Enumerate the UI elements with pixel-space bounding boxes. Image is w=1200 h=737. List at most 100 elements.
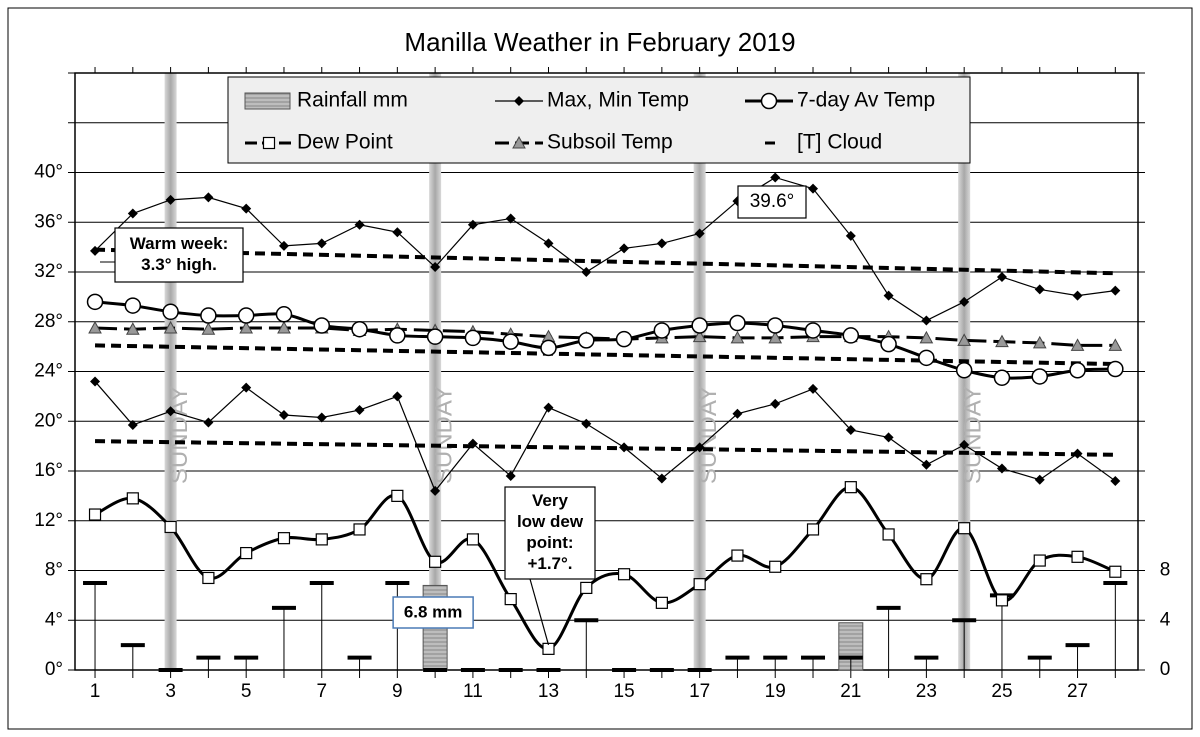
annotation-text: point: — [526, 533, 573, 552]
marker — [540, 339, 557, 357]
marker — [1072, 448, 1083, 459]
marker — [90, 376, 101, 387]
marker — [505, 213, 516, 224]
legend-label: 7-day Av Temp — [797, 89, 935, 112]
marker — [391, 489, 404, 502]
marker — [732, 408, 743, 419]
marker — [429, 555, 442, 568]
marker — [921, 459, 932, 470]
marker — [200, 307, 217, 324]
marker — [1033, 554, 1046, 567]
marker — [619, 442, 630, 453]
marker — [504, 593, 517, 606]
marker — [275, 306, 293, 323]
sunday-label: SUNDAY — [695, 386, 722, 484]
marker — [691, 317, 708, 334]
sunday-label: SUNDAY — [430, 386, 457, 484]
marker — [955, 362, 973, 379]
marker — [995, 594, 1009, 607]
legend-label: Rainfall mm — [297, 89, 408, 112]
marker — [164, 520, 177, 534]
annotation-box — [504, 486, 596, 580]
marker — [918, 349, 935, 367]
marker — [655, 596, 668, 609]
marker — [769, 560, 782, 573]
marker — [316, 238, 327, 249]
x-tick-label: 9 — [392, 681, 403, 702]
x-tick-label: 5 — [241, 681, 252, 702]
sunday-band — [429, 73, 442, 670]
marker — [957, 333, 972, 346]
sunday-band — [693, 73, 706, 670]
y-tick-label: 24° — [34, 361, 63, 382]
chart-title: Manilla Weather in February 2019 — [404, 27, 795, 57]
marker — [124, 297, 142, 314]
marker — [316, 412, 327, 423]
dew-line — [94, 485, 1116, 651]
marker — [919, 330, 934, 344]
marker — [844, 481, 857, 494]
marker — [88, 320, 102, 334]
marker — [656, 238, 667, 249]
marker — [464, 329, 482, 347]
marker — [1071, 550, 1084, 563]
marker — [1034, 474, 1045, 485]
x-tick-label: 7 — [316, 681, 327, 702]
legend-marker — [262, 136, 276, 150]
marker — [466, 533, 480, 546]
legend-label: Subsoil Temp — [547, 131, 673, 154]
marker — [959, 439, 970, 450]
avg-line — [94, 300, 1116, 380]
y-tick-label: 4° — [45, 609, 63, 630]
marker — [127, 419, 138, 430]
marker — [958, 522, 971, 535]
marker — [883, 432, 894, 443]
marker — [770, 398, 781, 409]
x-tick-label: 27 — [1067, 681, 1088, 702]
x-tick-label: 19 — [765, 681, 786, 702]
marker — [203, 417, 214, 428]
marker — [1031, 368, 1048, 385]
x-tick-label: 25 — [991, 681, 1012, 702]
marker — [126, 492, 139, 505]
marker — [239, 320, 254, 334]
marker — [731, 549, 744, 562]
y-tick-label: 16° — [34, 460, 63, 481]
marker — [730, 330, 745, 344]
annotation-text: Warm week: — [130, 234, 229, 253]
marker — [921, 315, 932, 326]
marker — [1110, 285, 1121, 296]
marker — [996, 463, 1007, 474]
marker — [993, 369, 1011, 386]
marker — [354, 405, 365, 416]
rain-label: 6.8 mm — [404, 602, 463, 621]
frame — [7, 7, 1193, 730]
marker — [240, 546, 253, 560]
marker — [127, 208, 138, 219]
marker — [162, 303, 179, 321]
marker — [86, 293, 104, 311]
legend-box — [227, 76, 971, 164]
marker — [543, 238, 554, 249]
legend-marker — [512, 135, 526, 149]
marker — [845, 230, 856, 241]
annotation-text: low dew — [517, 512, 584, 531]
marker — [278, 240, 289, 251]
y-tick-label: 12° — [34, 510, 63, 531]
annotation-text: +1.7°. — [527, 554, 572, 573]
marker — [88, 508, 102, 521]
marker — [278, 410, 289, 421]
marker — [880, 335, 897, 353]
marker — [237, 307, 255, 324]
marker — [995, 334, 1009, 348]
x-tick-label: 17 — [689, 681, 710, 702]
marker — [766, 317, 784, 334]
marker — [883, 290, 894, 301]
marker — [389, 327, 406, 344]
legend-label: [T] Cloud — [797, 131, 882, 154]
marker — [1107, 360, 1124, 378]
marker — [241, 382, 252, 393]
marker — [163, 320, 178, 334]
marker — [1109, 565, 1122, 578]
marker — [694, 228, 705, 239]
